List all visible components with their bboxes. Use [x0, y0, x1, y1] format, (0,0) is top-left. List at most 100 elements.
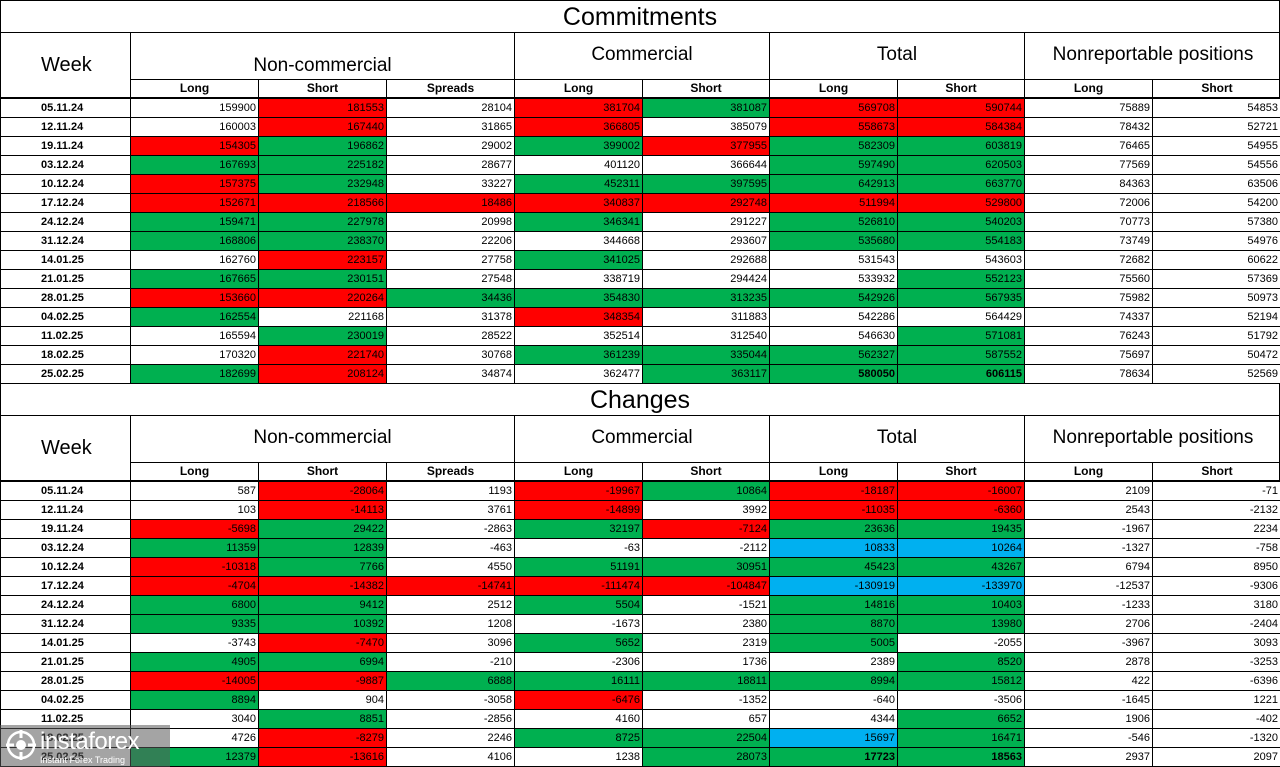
- value-cell: 227978: [258, 212, 387, 232]
- week-cell: 24.12.24: [0, 212, 131, 232]
- value-cell: 162554: [130, 307, 259, 327]
- value-cell: -3058: [386, 690, 515, 710]
- table-row: 25.02.25 182699 208124 34874 362477 363117 580…: [0, 364, 1280, 384]
- value-cell: 30768: [386, 345, 515, 365]
- value-cell: 361239: [514, 345, 643, 365]
- value-cell: 232948: [258, 174, 387, 194]
- value-cell: 8851: [258, 709, 387, 729]
- value-cell: 34874: [386, 364, 515, 384]
- value-cell: 160003: [130, 117, 259, 137]
- value-cell: 542286: [769, 307, 898, 327]
- value-cell: -13616: [258, 747, 387, 767]
- value-cell: 73749: [1024, 231, 1153, 251]
- value-cell: 312540: [642, 326, 770, 346]
- value-cell: -1233: [1024, 595, 1153, 615]
- value-cell: 1208: [386, 614, 515, 634]
- value-cell: 220264: [258, 288, 387, 308]
- value-cell: 22504: [642, 728, 770, 748]
- value-cell: -2132: [1152, 500, 1280, 520]
- value-cell: -14113: [258, 500, 387, 520]
- value-cell: 511994: [769, 193, 898, 213]
- week-cell: 03.12.24: [0, 538, 131, 558]
- value-cell: 352514: [514, 326, 643, 346]
- group-header-total: Total: [770, 416, 1025, 462]
- value-cell: 167693: [130, 155, 259, 175]
- value-cell: 564429: [897, 307, 1025, 327]
- value-cell: 2097: [1152, 747, 1280, 767]
- group-header-nonreportable: Nonreportable positions: [1052, 44, 1254, 65]
- week-cell: 24.12.24: [0, 595, 131, 615]
- value-cell: 28104: [386, 98, 515, 118]
- commitments-section: Commitments Week Non-commercial Commerci…: [0, 0, 1280, 384]
- value-cell: 540203: [897, 212, 1025, 232]
- week-cell: 14.01.25: [0, 633, 131, 653]
- value-cell: 292688: [642, 250, 770, 270]
- value-cell: -9887: [258, 671, 387, 691]
- week-cell: 10.12.24: [0, 557, 131, 577]
- week-cell: 10.12.24: [0, 174, 131, 194]
- value-cell: 72006: [1024, 193, 1153, 213]
- value-cell: 16111: [514, 671, 643, 691]
- week-cell: 04.02.25: [0, 307, 131, 327]
- value-cell: 606115: [897, 364, 1025, 384]
- value-cell: 52569: [1152, 364, 1280, 384]
- value-cell: 4550: [386, 557, 515, 577]
- value-cell: -71: [1152, 481, 1280, 501]
- value-cell: 60622: [1152, 250, 1280, 270]
- value-cell: 76465: [1024, 136, 1153, 156]
- sub-header-nc-long: Long: [131, 462, 259, 480]
- value-cell: 9412: [258, 595, 387, 615]
- value-cell: 597490: [769, 155, 898, 175]
- table-row: 19.11.24 -5698 29422 -2863 32197 -7124 23636 19…: [0, 519, 1280, 539]
- value-cell: -7470: [258, 633, 387, 653]
- value-cell: 587: [130, 481, 259, 501]
- value-cell: -14741: [386, 576, 515, 596]
- value-cell: 2878: [1024, 652, 1153, 672]
- value-cell: 346341: [514, 212, 643, 232]
- value-cell: 31378: [386, 307, 515, 327]
- value-cell: 590744: [897, 98, 1025, 118]
- value-cell: 8894: [130, 690, 259, 710]
- sub-header-nc-short: Short: [259, 462, 387, 480]
- table-row: 18.02.25 170320 221740 30768 361239 335044 562…: [0, 345, 1280, 365]
- value-cell: -104847: [642, 576, 770, 596]
- value-cell: 340837: [514, 193, 643, 213]
- value-cell: 292748: [642, 193, 770, 213]
- value-cell: 8870: [769, 614, 898, 634]
- value-cell: 571081: [897, 326, 1025, 346]
- instaforex-logo-icon: [6, 730, 36, 760]
- value-cell: 533932: [769, 269, 898, 289]
- week-cell: 21.01.25: [0, 269, 131, 289]
- value-cell: 348354: [514, 307, 643, 327]
- table-row: 04.02.25 8894 904 -3058 -6476 -1352 -640 -3506-…: [0, 690, 1280, 710]
- value-cell: -14899: [514, 500, 643, 520]
- value-cell: 15697: [769, 728, 898, 748]
- value-cell: -1327: [1024, 538, 1153, 558]
- commitments-table-body: 05.11.24 159900 181553 28104 381704 381087 569…: [0, 98, 1280, 384]
- table-row: 31.12.24 168806 238370 22206 344668 293607 535…: [0, 231, 1280, 251]
- value-cell: -6476: [514, 690, 643, 710]
- sub-header-nr-long: Long: [1025, 462, 1153, 480]
- value-cell: -402: [1152, 709, 1280, 729]
- week-cell: 05.11.24: [0, 481, 131, 501]
- group-header-total: Total: [770, 33, 1025, 79]
- sub-header-nc-spreads: Spreads: [387, 462, 515, 480]
- value-cell: -640: [769, 690, 898, 710]
- sub-header-nc-short: Short: [259, 79, 387, 97]
- value-cell: 15812: [897, 671, 1025, 691]
- value-cell: 157375: [130, 174, 259, 194]
- value-cell: -3743: [130, 633, 259, 653]
- value-cell: 84363: [1024, 174, 1153, 194]
- value-cell: 208124: [258, 364, 387, 384]
- table-row: 03.12.24 167693 225182 28677 401120 366644 597…: [0, 155, 1280, 175]
- table-row: 21.01.25 4905 6994 -210 -2306 1736 2389 8520 287…: [0, 652, 1280, 672]
- value-cell: 335044: [642, 345, 770, 365]
- value-cell: 2234: [1152, 519, 1280, 539]
- value-cell: 57369: [1152, 269, 1280, 289]
- value-cell: 29002: [386, 136, 515, 156]
- table-row: 05.11.24 587 -28064 1193 -19967 10864 -18187 -1…: [0, 481, 1280, 501]
- value-cell: 63506: [1152, 174, 1280, 194]
- value-cell: 293607: [642, 231, 770, 251]
- value-cell: 366805: [514, 117, 643, 137]
- value-cell: 2380: [642, 614, 770, 634]
